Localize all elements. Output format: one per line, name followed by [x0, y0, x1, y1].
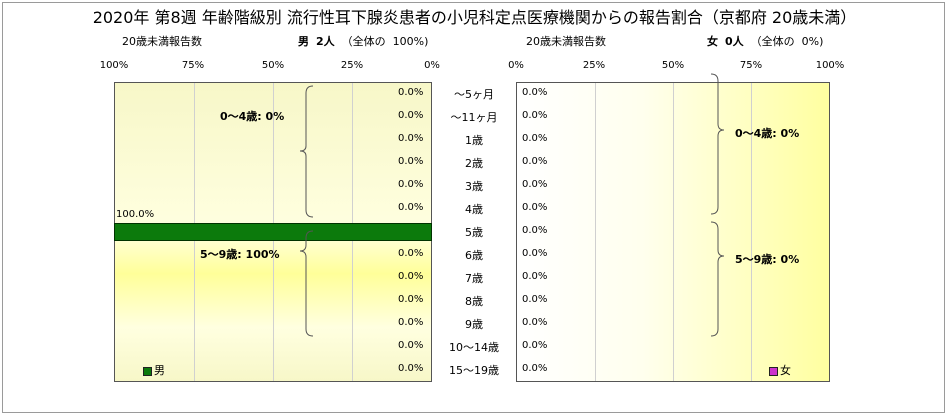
female-group-5-9-label: 5～9歳: 0% — [735, 253, 800, 266]
male-group-0-4-label: 0～4歳: 0% — [220, 110, 285, 123]
male-data-label: 0.0% — [398, 271, 424, 283]
age-category-label: 10～14歳 — [449, 341, 499, 355]
female-data-label: 0.0% — [522, 248, 548, 260]
male-data-label: 0.0% — [398, 201, 424, 213]
bracket-male-5-9 — [299, 230, 314, 337]
male-data-label: 0.0% — [398, 109, 424, 121]
male-data-label: 0.0% — [398, 248, 424, 260]
age-category-label: 4歳 — [465, 202, 483, 216]
male-tick: 75% — [181, 60, 205, 71]
male-tick: 100% — [99, 60, 129, 71]
age-category-label: 15～19歳 — [449, 364, 499, 378]
male-data-label: 0.0% — [398, 317, 424, 329]
female-data-label: 0.0% — [522, 271, 548, 283]
female-data-label: 0.0% — [522, 340, 548, 352]
male-data-label: 0.0% — [398, 363, 424, 375]
female-name: 女 — [707, 35, 718, 48]
female-data-label: 0.0% — [522, 317, 548, 329]
age-category-label: 6歳 — [465, 249, 483, 263]
legend-female-label: 女 — [780, 364, 791, 377]
female-data-label: 0.0% — [522, 109, 548, 121]
female-tick: 0% — [508, 60, 524, 71]
female-group-0-4-label: 0～4歳: 0% — [735, 127, 800, 140]
female-data-label: 0.0% — [522, 155, 548, 167]
legend-swatch-male — [143, 366, 152, 376]
male-tick: 50% — [261, 60, 285, 71]
male-data-label: 0.0% — [398, 155, 424, 167]
female-tick: 25% — [582, 60, 606, 71]
male-total-pct: 100%) — [392, 35, 429, 48]
female-total-label: （全体の — [750, 35, 795, 48]
legend-female: 女 — [769, 362, 791, 378]
male-count: 2人 — [316, 35, 335, 48]
bracket-male-0-4 — [299, 85, 314, 218]
age-category-label: 9歳 — [465, 318, 483, 332]
female-data-label: 0.0% — [522, 132, 548, 144]
male-data-label: 0.0% — [398, 294, 424, 306]
female-data-label: 0.0% — [522, 225, 548, 236]
male-total-label: （全体の — [341, 35, 386, 48]
legend-swatch-female — [769, 366, 778, 376]
bracket-female-5-9 — [710, 221, 725, 337]
bracket-female-0-4 — [710, 73, 725, 215]
female-data-label: 0.0% — [522, 201, 548, 213]
male-group-5-9-label: 5～9歳: 100% — [200, 248, 280, 261]
legend-male-label: 男 — [154, 364, 165, 377]
female-summary: 女 0人 （全体の 0%) — [707, 33, 823, 49]
chart-frame — [2, 2, 945, 413]
age-category-label: ～5ヶ月 — [454, 87, 494, 101]
male-summary: 男 2人 （全体の 100%) — [298, 33, 428, 49]
female-total-pct: 0%) — [801, 35, 824, 48]
age-category-label: ～11ヶ月 — [450, 110, 498, 124]
female-data-label: 0.0% — [522, 86, 548, 98]
male-tick: 0% — [424, 60, 440, 71]
age-category-label: 5歳 — [465, 226, 483, 239]
male-data-label: 0.0% — [398, 132, 424, 144]
female-data-label: 0.0% — [522, 363, 548, 375]
male-tick: 25% — [340, 60, 364, 71]
female-data-label: 0.0% — [522, 178, 548, 190]
age-category-label: 3歳 — [465, 179, 483, 193]
male-data-label: 0.0% — [398, 178, 424, 190]
female-count: 0人 — [725, 35, 744, 48]
male-bar — [114, 223, 432, 241]
male-name: 男 — [298, 35, 309, 48]
female-plot-area — [516, 82, 830, 382]
gridline — [673, 83, 674, 381]
male-count-label: 20歳未満報告数 — [122, 35, 202, 48]
legend-male: 男 — [143, 362, 165, 378]
male-data-label: 0.0% — [398, 340, 424, 352]
female-tick: 100% — [815, 60, 845, 71]
age-category-label: 7歳 — [465, 272, 483, 286]
chart-title: 2020年 第8週 年齢階級別 流行性耳下腺炎患者の小児科定点医療機関からの報告… — [92, 8, 857, 27]
gridline — [595, 83, 596, 381]
male-data-label: 0.0% — [398, 86, 424, 98]
female-tick: 50% — [661, 60, 685, 71]
age-category-label: 2歳 — [465, 156, 483, 170]
male-data-label: 100.0% — [116, 209, 155, 220]
female-tick: 75% — [739, 60, 763, 71]
female-data-label: 0.0% — [522, 294, 548, 306]
age-category-label: 8歳 — [465, 295, 483, 309]
age-category-label: 1歳 — [465, 133, 483, 147]
female-count-label: 20歳未満報告数 — [526, 35, 606, 48]
gridline — [751, 83, 752, 381]
